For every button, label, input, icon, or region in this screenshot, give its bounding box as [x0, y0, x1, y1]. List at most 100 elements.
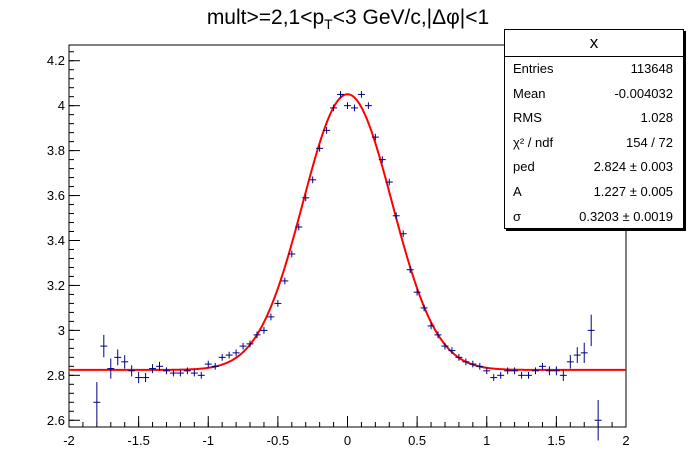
- stats-key: ped: [513, 159, 535, 175]
- data-point: [93, 382, 101, 423]
- data-point: [469, 360, 477, 368]
- data-point: [121, 355, 129, 369]
- data-point: [476, 362, 484, 370]
- chart-title-suffix: <3 GeV/c,|Δφ|<1: [332, 6, 490, 29]
- chart-title-sub: T: [324, 16, 333, 32]
- data-point: [190, 369, 198, 377]
- data-point: [518, 371, 526, 379]
- data-point: [455, 353, 463, 361]
- x-tick-label: -0.5: [267, 433, 289, 448]
- stats-box-title: x: [505, 30, 683, 57]
- data-point: [511, 367, 519, 375]
- stats-key: RMS: [513, 110, 542, 126]
- stats-value: -0.004032: [614, 85, 673, 101]
- y-tick-labels: 2.6 2.8 3 3.2 3.4 3.6 3.8 4 4.2: [47, 53, 65, 428]
- stats-value: 0.3203 ± 0.0019: [579, 208, 673, 224]
- data-point: [107, 358, 115, 379]
- chart-title-prefix: mult>=2,1<p: [206, 6, 325, 29]
- axis-ticks: [68, 51, 627, 427]
- data-point: [267, 313, 275, 321]
- chart-title: mult>=2,1<pT<3 GeV/c,|Δφ|<1: [0, 6, 696, 32]
- data-point: [420, 304, 428, 312]
- stats-row: χ² / ndf 154 / 72: [505, 131, 683, 156]
- data-points: [93, 91, 602, 441]
- data-point: [302, 194, 310, 202]
- stats-key: σ: [513, 208, 522, 224]
- data-point: [399, 230, 407, 238]
- data-point: [441, 342, 449, 350]
- data-point: [295, 223, 303, 231]
- stats-value: 1.227 ± 0.005: [593, 183, 673, 199]
- data-point: [580, 342, 588, 363]
- data-point: [225, 351, 233, 359]
- data-point: [197, 371, 205, 379]
- data-point: [371, 133, 379, 141]
- data-point: [357, 91, 365, 98]
- stats-row: A 1.227 ± 0.005: [505, 180, 683, 205]
- fit-curve-path: [69, 93, 626, 371]
- stats-key: χ² / ndf: [513, 134, 554, 150]
- x-tick-labels: -2 -1.5 -1 -0.5 0 0.5 1 1.5 2: [63, 433, 629, 448]
- data-point: [281, 277, 289, 285]
- x-tick-label: -1.5: [127, 433, 149, 448]
- stats-value: 154 / 72: [626, 134, 673, 150]
- y-tick-label: 3.8: [47, 143, 65, 158]
- data-point: [135, 371, 143, 384]
- x-tick-label: 1: [483, 433, 490, 448]
- data-point: [149, 364, 157, 374]
- data-point: [378, 156, 386, 163]
- data-point: [253, 331, 261, 339]
- x-tick-label: -2: [63, 433, 75, 448]
- stats-box: x Entries 113648 Mean -0.004032 RMS 1.028 χ…: [504, 29, 684, 229]
- x-tick-label: 2: [622, 433, 629, 448]
- data-point: [344, 102, 351, 110]
- stats-value: 1.028: [640, 110, 673, 126]
- y-tick-label: 3.6: [47, 188, 65, 203]
- data-point: [183, 367, 191, 375]
- stats-key: A: [513, 183, 522, 199]
- data-point: [594, 400, 602, 441]
- data-point: [260, 327, 268, 334]
- data-point: [330, 104, 338, 112]
- data-point: [392, 212, 400, 220]
- data-point: [100, 334, 108, 358]
- data-point: [504, 367, 512, 375]
- stats-row: σ 0.3203 ± 0.0019: [505, 205, 683, 230]
- data-point: [545, 366, 553, 376]
- data-point: [162, 367, 170, 375]
- data-point: [413, 288, 421, 296]
- x-tick-label: 1.5: [547, 433, 565, 448]
- data-point: [142, 373, 150, 383]
- data-point: [483, 367, 491, 375]
- data-point: [239, 342, 247, 350]
- data-point: [169, 369, 177, 377]
- data-point: [246, 340, 254, 348]
- y-tick-label: 3.2: [47, 278, 65, 293]
- x-tick-label: -1: [202, 433, 214, 448]
- data-point: [385, 178, 393, 186]
- data-point: [156, 361, 163, 371]
- data-point: [497, 371, 505, 379]
- data-point: [406, 266, 414, 274]
- x-tick-label: 0.5: [408, 433, 426, 448]
- data-point: [288, 250, 296, 258]
- stats-key: Mean: [513, 85, 546, 101]
- data-point: [587, 314, 595, 347]
- stats-row: Entries 113648: [505, 57, 683, 82]
- stats-value: 2.824 ± 0.003: [593, 159, 673, 175]
- data-point: [176, 369, 184, 377]
- y-tick-label: 3.4: [47, 233, 65, 248]
- data-point: [573, 347, 581, 363]
- data-point: [566, 355, 574, 369]
- stats-value: 113648: [630, 61, 673, 76]
- y-tick-label: 4.2: [47, 53, 65, 68]
- data-point: [462, 358, 470, 366]
- y-tick-label: 2.6: [47, 413, 65, 428]
- data-point: [218, 353, 226, 361]
- stats-row: RMS 1.028: [505, 106, 683, 131]
- data-point: [434, 331, 442, 339]
- data-point: [448, 347, 456, 354]
- data-point: [316, 144, 324, 152]
- data-point: [337, 91, 345, 98]
